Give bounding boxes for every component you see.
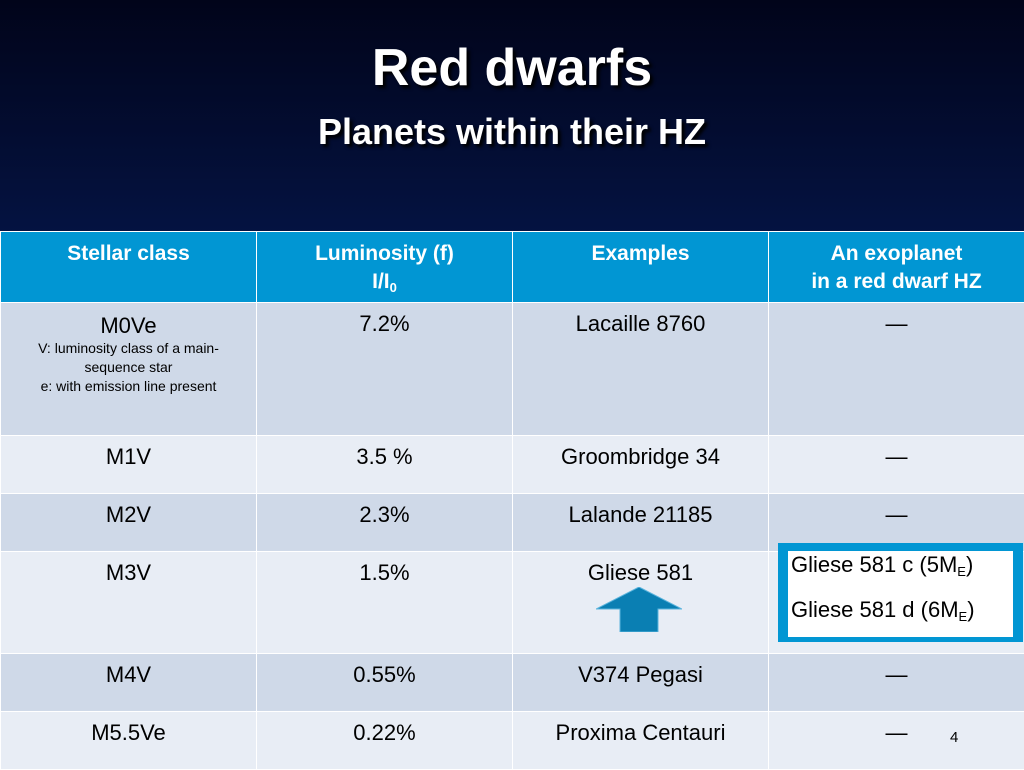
cell-exoplanet: — <box>769 654 1024 712</box>
slide-subtitle: Planets within their HZ <box>0 110 1024 154</box>
cell-example: Proxima Centauri <box>513 712 769 770</box>
class-note: sequence star <box>5 358 252 377</box>
header-examples: Examples <box>513 232 769 303</box>
cell-exoplanet: — <box>769 303 1024 436</box>
header-stellar-class: Stellar class <box>1 232 257 303</box>
header-luminosity: Luminosity (f) I/I0 <box>257 232 513 303</box>
header-exoplanet-line1: An exoplanet <box>773 240 1020 268</box>
cell-example: V374 Pegasi <box>513 654 769 712</box>
table-row: M0Ve V: luminosity class of a main- sequ… <box>1 303 1024 436</box>
planet-gliese-581-c: Gliese 581 c (5ME) <box>788 551 1013 586</box>
red-dwarf-table: Stellar class Luminosity (f) I/I0 Exampl… <box>0 231 1024 770</box>
cell-luminosity: 3.5 % <box>257 436 513 494</box>
table-header-row: Stellar class Luminosity (f) I/I0 Exampl… <box>1 232 1024 303</box>
slide-title: Red dwarfs <box>0 38 1024 98</box>
cell-exoplanet: — <box>769 436 1024 494</box>
cell-stellar-class: M4V <box>1 654 257 712</box>
exoplanet-callout: Gliese 581 c (5ME) Gliese 581 d (6ME) <box>778 543 1023 642</box>
page-number: 4 <box>950 729 958 746</box>
cell-stellar-class: M3V <box>1 552 257 654</box>
cell-luminosity: 0.22% <box>257 712 513 770</box>
cell-luminosity: 2.3% <box>257 494 513 552</box>
table-row: M5.5Ve 0.22% Proxima Centauri — <box>1 712 1024 770</box>
table-row: M4V 0.55% V374 Pegasi — <box>1 654 1024 712</box>
header-luminosity-line2: I/I0 <box>372 270 397 293</box>
header-exoplanet: An exoplanet in a red dwarf HZ <box>769 232 1024 303</box>
cell-example: Groombridge 34 <box>513 436 769 494</box>
header-luminosity-line1: Luminosity (f) <box>261 240 508 268</box>
cell-stellar-class: M2V <box>1 494 257 552</box>
up-arrow-icon <box>596 587 682 632</box>
cell-luminosity: 7.2% <box>257 303 513 436</box>
cell-exoplanet: — <box>769 712 1024 770</box>
callout-box: Gliese 581 c (5ME) Gliese 581 d (6ME) <box>788 551 1013 637</box>
cell-luminosity: 1.5% <box>257 552 513 654</box>
class-note: V: luminosity class of a main- <box>5 339 252 358</box>
cell-example: Lacaille 8760 <box>513 303 769 436</box>
cell-stellar-class: M1V <box>1 436 257 494</box>
table-row: M1V 3.5 % Groombridge 34 — <box>1 436 1024 494</box>
cell-example: Lalande 21185 <box>513 494 769 552</box>
cell-luminosity: 0.55% <box>257 654 513 712</box>
cell-stellar-class: M0Ve V: luminosity class of a main- sequ… <box>1 303 257 436</box>
class-note: e: with emission line present <box>5 377 252 396</box>
planet-gliese-581-d: Gliese 581 d (6ME) <box>788 596 1013 631</box>
cell-stellar-class: M5.5Ve <box>1 712 257 770</box>
header-exoplanet-line2: in a red dwarf HZ <box>773 268 1020 296</box>
